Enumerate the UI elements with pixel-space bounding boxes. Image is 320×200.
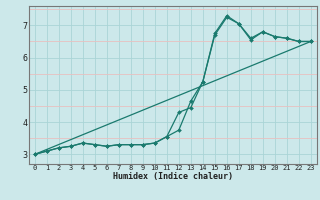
X-axis label: Humidex (Indice chaleur): Humidex (Indice chaleur) [113, 172, 233, 181]
